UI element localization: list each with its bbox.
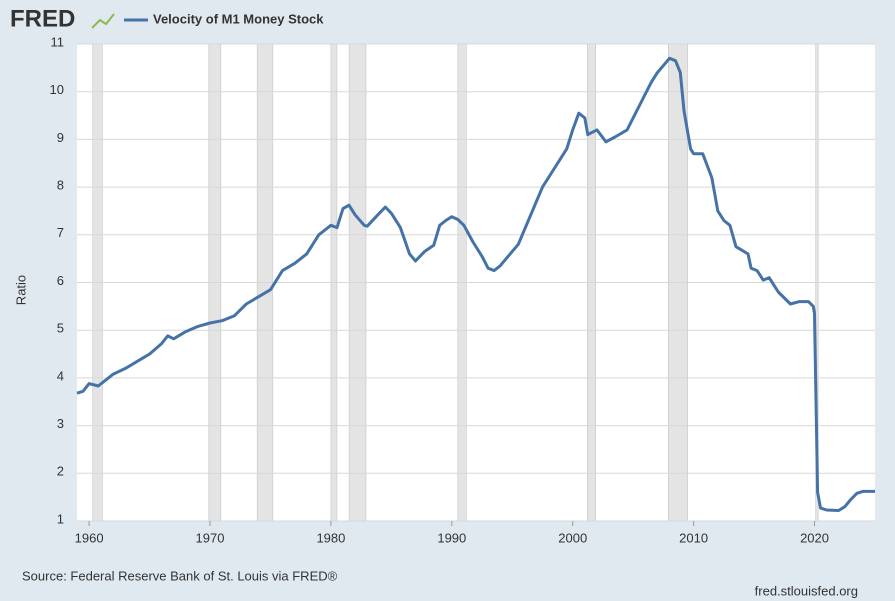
x-tick-label: 1960 (75, 530, 104, 545)
y-tick-label: 11 (51, 34, 65, 49)
x-tick-label: 2020 (800, 530, 829, 545)
series-line (76, 56, 875, 512)
x-tick-label: 1970 (196, 530, 225, 545)
y-tick-label: 5 (57, 321, 64, 336)
y-tick-label: 9 (57, 130, 64, 145)
y-tick-label: 10 (50, 82, 64, 97)
x-tick-label: 1990 (437, 530, 466, 545)
y-tick-label: 7 (57, 225, 64, 240)
brand-logo[interactable]: FRED (10, 5, 75, 32)
x-tick-label: 2000 (558, 530, 587, 545)
y-tick-label: 4 (57, 368, 64, 383)
y-axis-label: Ratio (13, 275, 28, 305)
y-tick-label: 2 (57, 464, 64, 479)
x-tick-label: 2010 (679, 530, 708, 545)
y-tick-label: 1 (57, 511, 64, 526)
y-tick-label: 6 (57, 273, 64, 288)
y-tick-label: 8 (57, 178, 64, 193)
x-tick-label: 1980 (316, 530, 345, 545)
source: Source: Federal Reserve Bank of St. Loui… (22, 568, 338, 583)
y-tick-label: 3 (57, 416, 64, 431)
url[interactable]: fred.stlouisfed.org (755, 583, 858, 598)
legend-label: Velocity of M1 Money Stock (153, 11, 324, 26)
logo-icon (91, 13, 115, 29)
